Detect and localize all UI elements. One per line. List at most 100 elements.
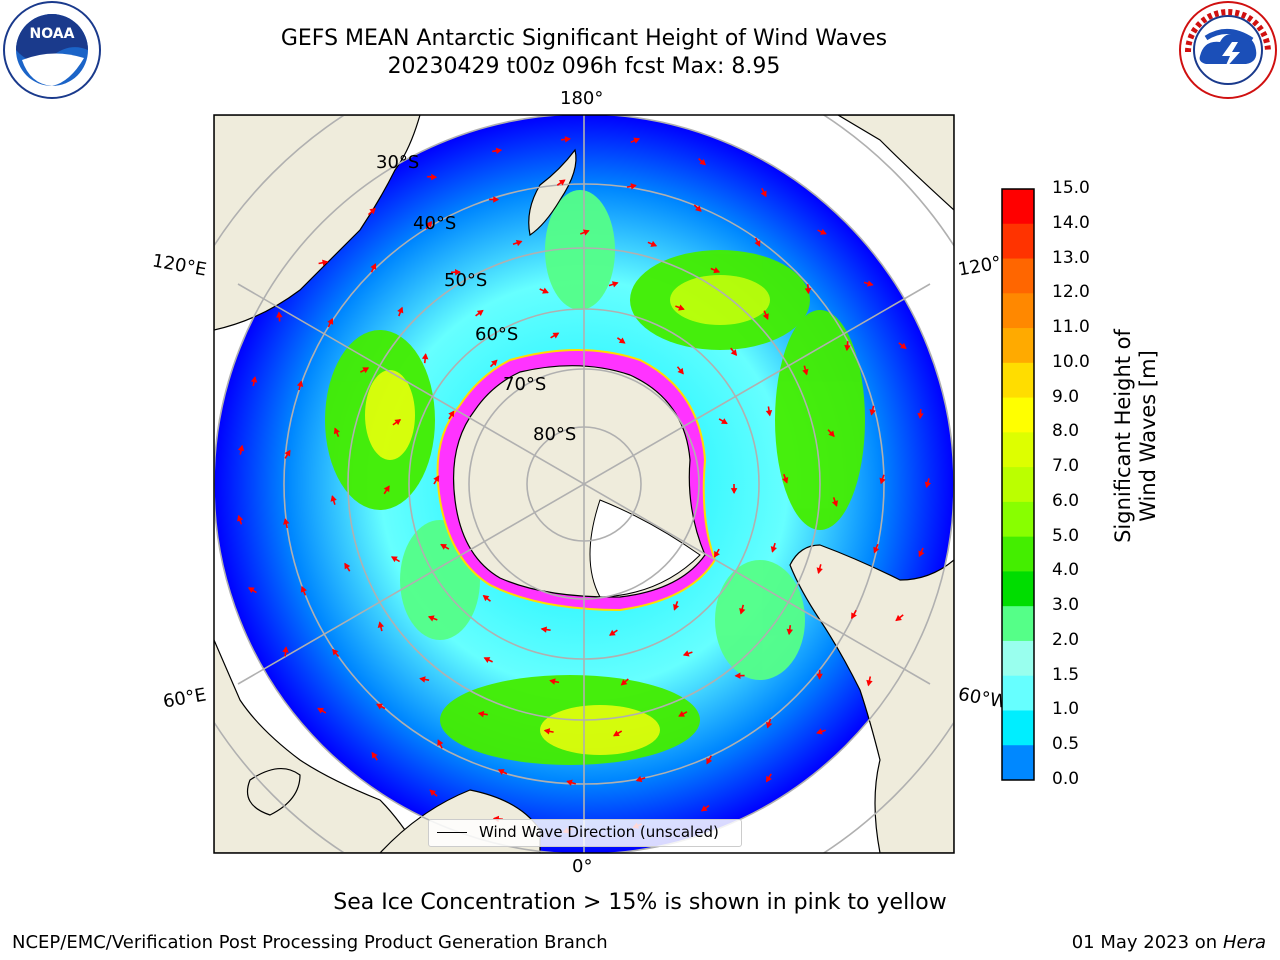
wind-arrow-head [699,159,706,166]
wind-arrow-head [482,594,490,602]
wind-arrow-head [497,769,505,775]
colorbar-segment [1002,710,1034,746]
wind-arrow-head [552,332,560,339]
date-text: 01 May 2023 on Hera [1072,932,1266,953]
wind-arrow-head [370,263,377,270]
legend-label: Wind Wave Direction (unscaled) [479,823,719,841]
wind-arrow-head [762,313,769,320]
wind-arrow-head [721,418,728,425]
wind-arrow-head [248,587,255,594]
wind-arrow-head [495,147,503,155]
wind-arrow-head [237,444,245,452]
wind-arrow-head [377,621,385,628]
wind-arrow-head [866,280,874,287]
graticule [214,115,954,853]
wind-arrow-head [371,751,378,759]
wind-arrow-head [431,173,438,181]
lat-label-60s: 60°S [475,324,519,345]
chart-subtitle: 20230429 t00z 096h fcst Max: 8.95 [387,54,781,79]
wind-arrow-head [816,673,823,680]
wind-arrow-head [734,672,741,679]
lon-label-180: 180° [560,88,604,109]
wind-arrow-head [678,710,685,717]
colorbar-segment [1002,432,1034,468]
wind-arrow-head [844,344,851,352]
wind-arrow-head [700,805,708,812]
wind-arrow-head [383,485,390,493]
wind-arrow-head [300,585,307,593]
wind-arrow-head [918,550,925,558]
wind-arrow-head [566,779,573,786]
wind-arrow-head [786,628,794,636]
colorbar-segment [1002,362,1034,399]
wind-arrow-head [429,789,437,796]
wind-arrow-head [630,183,637,190]
wind-arrow-head [879,477,886,485]
wind-arrow-head [317,707,324,714]
wind-arrow-head [437,739,444,747]
legend-line-icon [437,832,467,833]
wind-arrow-head [760,190,767,198]
wind-arrow-head [635,775,643,783]
wind-direction-arrows [237,136,932,834]
wind-arrow-head [782,476,789,484]
wind-arrow-head [816,567,823,575]
machine-name: Hera [1222,932,1266,953]
credit-text: NCEP/EMC/Verification Post Processing Pr… [12,932,608,953]
wind-arrow-head [390,556,398,563]
colorbar-segment [1002,189,1034,225]
colorbar-tick-label: 10.0 [1052,351,1090,372]
colorbar-tick-label: 9.0 [1052,386,1080,407]
wind-arrow-head [448,410,455,418]
wind-arrow-head [766,775,772,783]
wind-arrow-head [816,728,823,735]
nws-logo [1179,1,1277,99]
wind-arrow-head [333,427,340,435]
wind-arrow-head [394,419,402,426]
wind-arrow-head [549,678,556,685]
wind-arrow-head [706,757,713,765]
colorbar-tick-label: 6.0 [1052,490,1080,511]
wind-arrow-head [237,514,244,522]
wind-arrow-head [730,488,738,495]
wind-arrow-head [476,309,484,316]
wind-arrow-head [330,495,337,502]
colorbar-tick-label: 8.0 [1052,421,1080,442]
wind-arrow-head [828,430,835,438]
wind-arrow-head [895,614,902,622]
wind-arrow-head [419,676,426,683]
colorbar-segment [1002,397,1034,433]
wind-arrow-head [917,413,924,420]
wind-arrow-head [540,626,548,633]
colorbar-segment [1002,571,1034,607]
wind-arrow-head [714,550,720,558]
colorbar-tick-label: 0.5 [1052,734,1080,755]
wind-arrow-head [677,367,684,375]
wind-arrow-head [695,205,702,212]
wind-arrow-head [804,288,812,295]
wind-arrow-head [284,449,291,457]
wind-arrow-head [543,728,551,735]
colorbar-segment [1002,675,1034,711]
colorbar-tick-label: 11.0 [1052,317,1090,338]
lon-label-0: 0° [572,856,593,877]
wind-arrow-head [618,337,626,344]
colorbar-segment [1002,745,1034,781]
colorbar-tick-label: 3.0 [1052,595,1080,616]
wind-arrow-head [376,703,383,710]
colorbar-tick-label: 1.0 [1052,699,1080,720]
colorbar-tick-label: 5.0 [1052,525,1080,546]
noaa-logo: NOAA [3,1,101,99]
map-border [213,114,955,854]
wind-arrow-head [421,353,429,360]
wind-arrow-head [433,475,440,483]
wind-arrow-head [873,546,880,554]
colorbar-segment [1002,293,1034,329]
sea-ice-note: Sea Ice Concentration > 15% is shown in … [333,890,947,915]
wind-arrow-head [612,730,620,737]
wind-arrow-head [296,380,304,387]
wind-arrow-head [515,239,523,247]
wind-arrow-head [493,196,500,203]
wind-arrow-head [542,287,549,294]
colorbar-tick-label: 2.0 [1052,629,1080,650]
